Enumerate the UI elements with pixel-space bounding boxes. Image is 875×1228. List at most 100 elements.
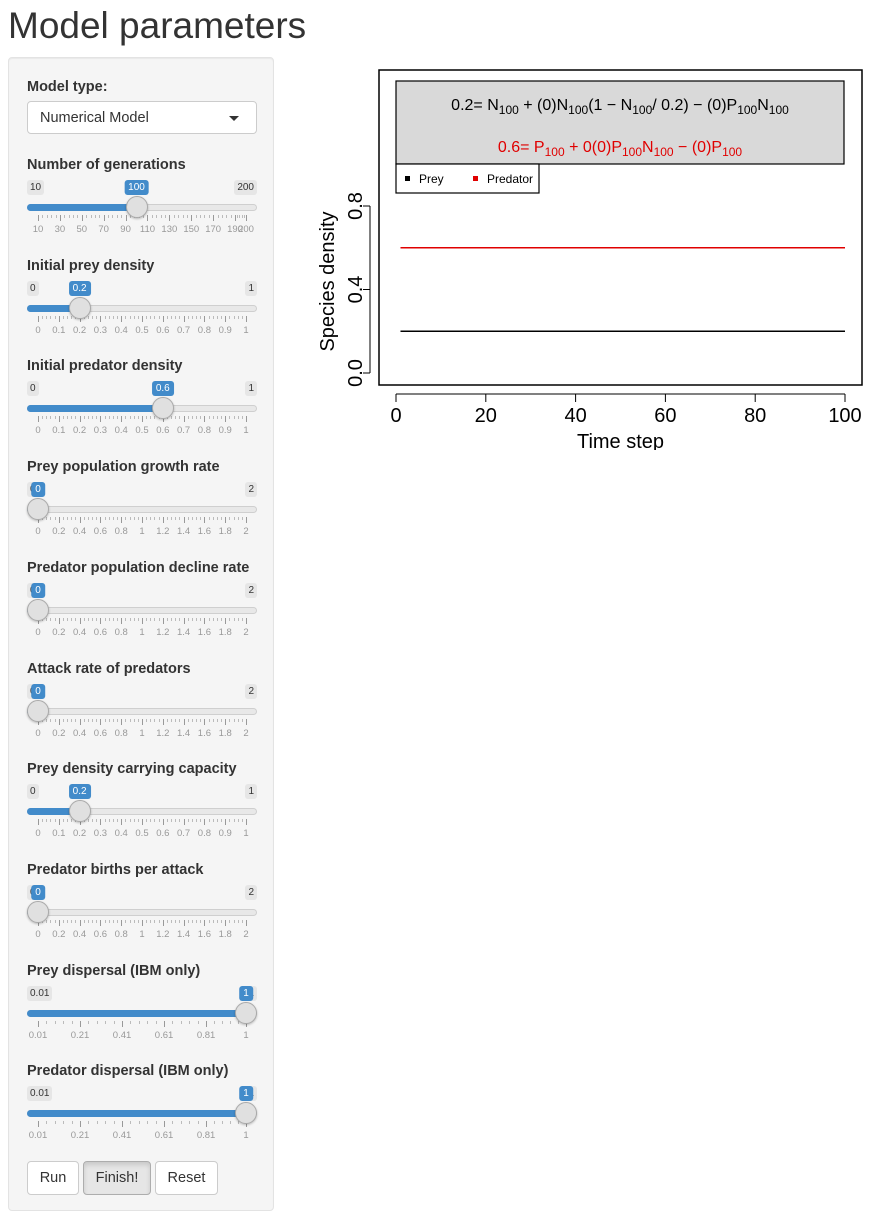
slider-minor-tick (180, 1020, 182, 1024)
slider-minor-tick (146, 718, 148, 722)
slider-tick-label: 2 (243, 526, 249, 538)
slider-minor-tick (150, 416, 152, 420)
slider-tick (58, 315, 60, 322)
slider-minor-tick (99, 215, 101, 218)
slider-tick-label: 1 (243, 324, 249, 336)
slider-tick (225, 819, 227, 826)
slider-tick (225, 617, 227, 624)
slider-track[interactable] (27, 606, 257, 614)
predator-equation-lhs: 0.6 (498, 139, 520, 156)
slider-minor-tick (233, 517, 235, 521)
slider-minor-tick (105, 1121, 107, 1125)
predator-equation-part: P (611, 139, 622, 156)
prey-init-slider[interactable]: 0 0.1 0.2 0.3 0.4 0.5 0.6 0.7 0.8 0.9 1 0 1 0.2 (27, 280, 257, 345)
slider-minor-tick (214, 1121, 216, 1125)
slider-minor-tick (179, 517, 181, 521)
slider-track[interactable] (27, 707, 257, 715)
slider-tick (121, 919, 123, 926)
slider-minor-tick (88, 1121, 90, 1125)
slider-minor-tick (94, 215, 96, 218)
slider-handle[interactable] (27, 598, 49, 621)
slider-minor-tick (92, 718, 94, 722)
slider-tick-label: 0.6 (93, 626, 107, 638)
slider-tick-label: 0.5 (135, 324, 149, 336)
slider-minor-tick (212, 617, 214, 621)
pred-init-slider[interactable]: 0 0.1 0.2 0.3 0.4 0.5 0.6 0.7 0.8 0.9 1 0 1 0.6 (27, 381, 257, 445)
slider-track[interactable] (27, 506, 257, 514)
slider-tick (183, 617, 185, 624)
slider-track[interactable] (27, 908, 257, 916)
slider-tick (206, 1121, 208, 1128)
attack-slider[interactable]: 00.20.40.60.811.21.41.61.82020 (27, 683, 257, 748)
pred-decline-slider[interactable]: 00.20.40.60.811.21.41.61.82020 (27, 582, 257, 647)
slider-minor-tick (137, 718, 139, 722)
slider-handle[interactable] (235, 1102, 257, 1125)
slider-tick (147, 215, 149, 221)
slider-minor-tick (237, 919, 239, 923)
prey-equation-part: 100 (568, 103, 588, 117)
slider-minor-tick (125, 517, 127, 521)
slider-handle[interactable] (151, 397, 174, 420)
slider-minor-tick (191, 718, 193, 722)
slider-minor-tick (46, 1020, 48, 1024)
slider-minor-tick (191, 416, 193, 420)
slider-minor-tick (96, 819, 98, 823)
slider-minor-tick (233, 416, 235, 420)
slider-tick-label: 0 (35, 626, 41, 638)
x-tick-label: 0 (390, 405, 401, 427)
prey-equation-part: / 0.2) − (0) (652, 97, 726, 114)
capacity-slider[interactable]: 0 0.1 0.2 0.3 0.4 0.5 0.6 0.7 0.8 0.9 1 0 1 0.2 (27, 784, 257, 848)
slider-minor-tick (87, 517, 89, 521)
slider-handle[interactable] (27, 900, 49, 923)
run-button[interactable]: Run (27, 1161, 79, 1195)
slider-handle[interactable] (235, 1001, 257, 1024)
slider-tick-label: 0.1 (52, 425, 66, 437)
slider-tick (38, 416, 39, 423)
slider-tick-label: 0 (35, 324, 41, 336)
slider-minor-tick (71, 517, 73, 521)
prey-equation-part: + (0) (519, 97, 557, 114)
reset-button[interactable]: Reset (155, 1161, 218, 1195)
finish-button[interactable]: Finish! (83, 1161, 151, 1195)
slider-tick (204, 517, 206, 524)
legend-swatch-prey (405, 176, 410, 181)
slider-tick (58, 617, 60, 624)
slider-tick-label: 0.81 (196, 1130, 216, 1142)
slider-tick-label: 0.2 (52, 526, 66, 538)
slider-minor-tick (108, 315, 110, 319)
slider-tick-label: 0.2 (72, 324, 87, 336)
slider-tick (191, 215, 193, 221)
x-tick-label: 20 (475, 405, 497, 427)
legend-swatch-predator (473, 176, 478, 181)
model-type-select[interactable]: Numerical Model (27, 101, 257, 134)
slider-minor-tick (146, 919, 148, 923)
slider-handle[interactable] (27, 699, 49, 722)
slider-minor-tick (96, 315, 98, 319)
slider-minor-tick (54, 617, 56, 621)
slider-handle[interactable] (68, 296, 91, 319)
slider-minor-tick (77, 215, 79, 218)
slider-handle[interactable] (125, 196, 148, 218)
predator-equation-part: P (534, 139, 545, 156)
generations-slider[interactable]: 10 30 50 70 90 110 130 150 170 190 200 10 200 100 (27, 180, 257, 244)
slider-handle[interactable] (68, 800, 91, 823)
slider-minor-tick (62, 617, 64, 621)
slider-minor-tick (96, 718, 98, 722)
slider-minor-tick (150, 617, 152, 621)
slider-minor-tick (200, 819, 202, 823)
slider-minor-tick (241, 416, 243, 420)
slider-tick-label: 0.41 (112, 1029, 132, 1041)
slider-minor-tick (187, 416, 189, 420)
generations-label: Number of generations (27, 157, 186, 173)
slider-handle[interactable] (27, 498, 49, 521)
slider-minor-tick (166, 617, 168, 621)
births-slider[interactable]: 00.20.40.60.811.21.41.61.82020 (27, 884, 257, 949)
capacity-label: Prey density carrying capacity (27, 761, 237, 778)
slider-minor-tick (154, 315, 156, 319)
prey-growth-slider[interactable]: 00.20.40.60.811.21.41.61.82020 (27, 482, 257, 546)
slider-minor-tick (195, 215, 197, 218)
slider-minor-tick (200, 617, 202, 621)
prey-equation-part: 100 (769, 103, 789, 117)
